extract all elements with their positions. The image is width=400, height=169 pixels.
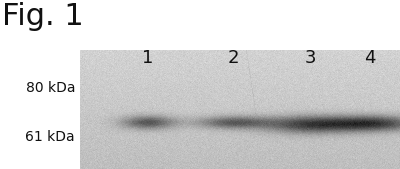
Text: 4: 4 — [364, 49, 376, 67]
Text: 2: 2 — [227, 49, 239, 67]
Text: 80 kDa: 80 kDa — [26, 81, 75, 95]
Text: 1: 1 — [142, 49, 154, 67]
Text: Fig. 1: Fig. 1 — [2, 2, 84, 31]
Text: 3: 3 — [304, 49, 316, 67]
Text: 61 kDa: 61 kDa — [25, 130, 75, 144]
